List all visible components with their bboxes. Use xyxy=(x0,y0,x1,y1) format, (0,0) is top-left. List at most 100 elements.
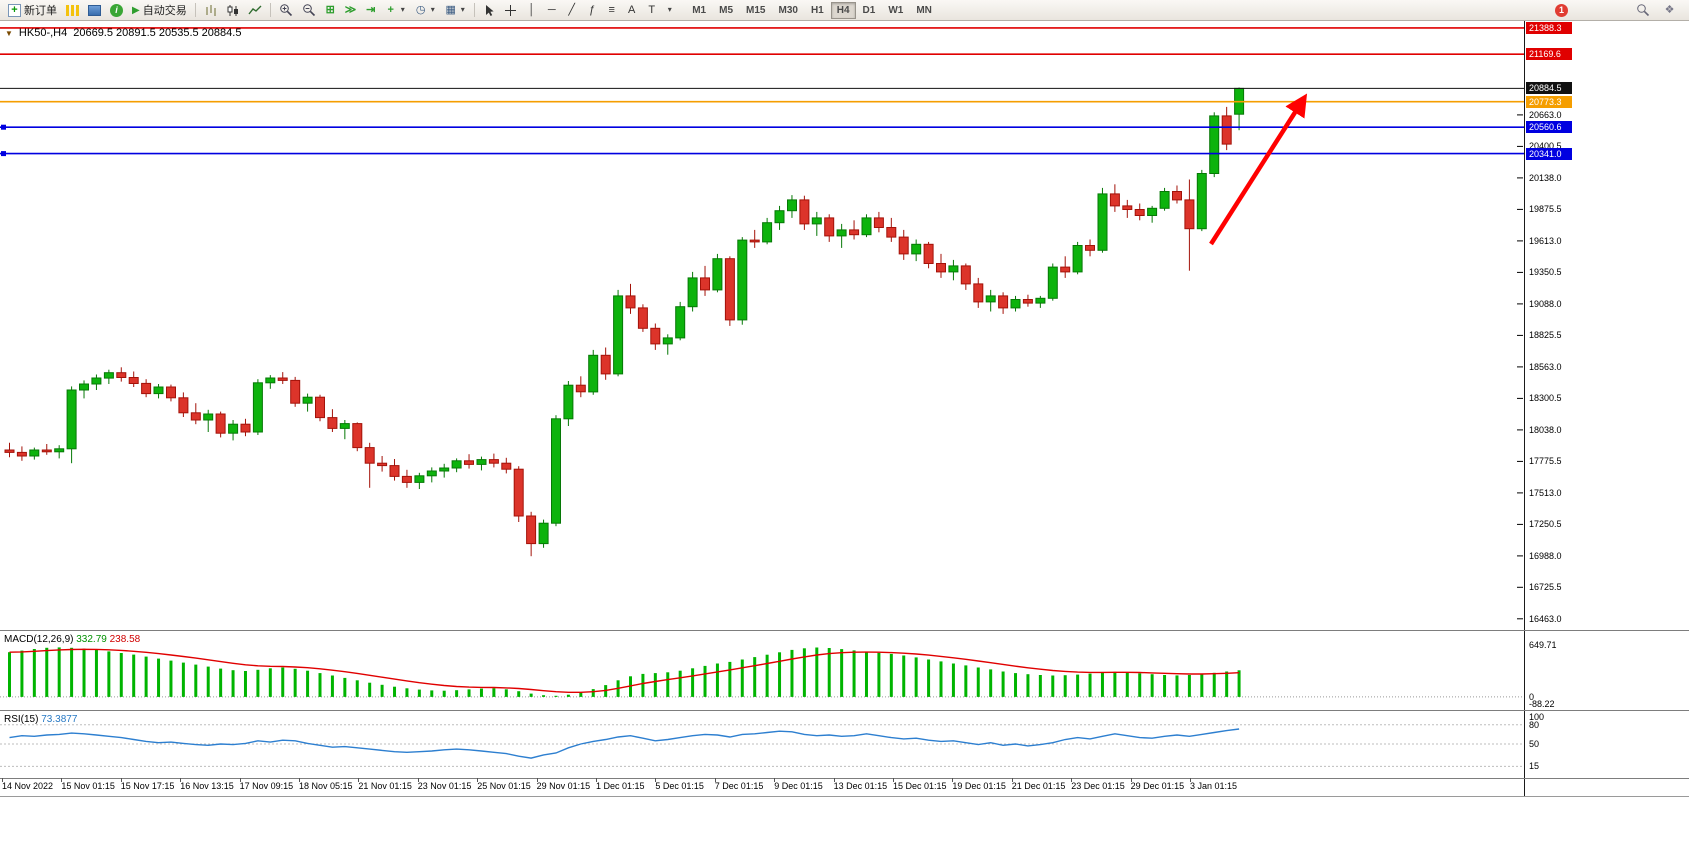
line-chart-button[interactable] xyxy=(244,1,266,19)
indicators-button[interactable]: + ▾ xyxy=(381,1,410,19)
candlestick-chart-button[interactable] xyxy=(222,1,243,19)
zoom-in-button[interactable] xyxy=(275,1,297,19)
data-window-button[interactable]: i xyxy=(106,1,127,19)
time-axis-tick xyxy=(2,778,3,782)
candle-body xyxy=(1022,299,1033,304)
macd-signal-line xyxy=(9,648,1240,693)
level-price-label: 20560.6 xyxy=(1526,121,1572,134)
candle-body xyxy=(327,417,338,429)
rsi-scale-label: 15 xyxy=(1529,761,1540,772)
candle-body xyxy=(1122,205,1133,210)
fibonacci-icon: ƒ xyxy=(588,4,595,16)
templates-button[interactable]: ▦ ▾ xyxy=(441,1,470,19)
crosshair-button[interactable] xyxy=(500,1,521,19)
separator-main-macd[interactable] xyxy=(0,630,1689,631)
info-icon: i xyxy=(110,3,123,17)
plugins-button[interactable]: ❖ xyxy=(1660,1,1679,19)
price-tick-label: 19875.5 xyxy=(1529,204,1562,215)
macd-label: MACD(12,26,9) 332.79 238.58 xyxy=(4,634,140,645)
search-button[interactable] xyxy=(1632,1,1654,19)
timeframe-m15-button[interactable]: M15 xyxy=(746,4,766,16)
main-plot-svg[interactable] xyxy=(0,24,1524,630)
text-tool[interactable]: A xyxy=(622,1,641,19)
candle-body xyxy=(215,413,226,434)
text-icon: A xyxy=(628,4,636,16)
chevron-down-icon: ▾ xyxy=(430,5,435,14)
candle-body xyxy=(737,239,748,321)
candle-body xyxy=(762,222,773,243)
timeframe-m1-button[interactable]: M1 xyxy=(692,4,707,16)
fibonacci-tool[interactable]: ƒ xyxy=(582,1,601,19)
candle-body xyxy=(836,229,847,237)
separator-macd-rsi[interactable] xyxy=(0,710,1689,711)
candle-body xyxy=(687,277,698,308)
cursor-button[interactable] xyxy=(479,1,499,19)
time-axis-label: 17 Nov 09:15 xyxy=(239,781,294,791)
label-tool[interactable]: T xyxy=(642,1,661,19)
line-chart-icon xyxy=(248,5,262,14)
macd-plot-svg[interactable] xyxy=(0,632,1524,710)
candle-body xyxy=(178,397,189,414)
horizontal-line-tool[interactable]: ─ xyxy=(542,1,561,19)
candle-body xyxy=(600,354,611,375)
time-axis-label: 1 Dec 01:15 xyxy=(596,781,645,791)
candle-body xyxy=(426,470,437,477)
time-axis-label: 23 Nov 01:15 xyxy=(417,781,472,791)
line-handle[interactable] xyxy=(1,124,6,130)
candle-body xyxy=(849,229,860,236)
macd-scale-label: 0 xyxy=(1529,691,1535,702)
price-tick-label: 18563.0 xyxy=(1529,361,1562,372)
symbol-marker-icon[interactable]: ▼ xyxy=(5,28,13,38)
trendline-tool[interactable]: ╱ xyxy=(562,1,581,19)
periods-button[interactable]: ◷ ▾ xyxy=(411,1,440,19)
separator-rsi-timeaxis xyxy=(0,778,1689,779)
toolbar-separator xyxy=(194,3,196,17)
time-axis-label: 16 Nov 13:15 xyxy=(180,781,234,791)
timeframe-m30-button[interactable]: M30 xyxy=(778,4,798,16)
auto-scroll-icon: ≫ xyxy=(344,4,357,16)
notification-badge[interactable]: 1 xyxy=(1555,3,1568,17)
rsi-plot-svg[interactable] xyxy=(0,712,1524,778)
timeframe-w1-button[interactable]: W1 xyxy=(888,4,904,16)
vertical-line-tool[interactable]: │ xyxy=(522,1,541,19)
puzzle-icon: ❖ xyxy=(1664,4,1675,16)
arrows-tool[interactable]: ▾ xyxy=(662,1,677,19)
timeframe-h4-button[interactable]: H4 xyxy=(830,1,856,19)
time-axis-label: 15 Dec 01:15 xyxy=(893,781,947,791)
candle-body xyxy=(1196,173,1207,230)
trend-arrow-annotation[interactable] xyxy=(1209,93,1308,246)
chart-shift-button[interactable]: ⇥ xyxy=(361,1,380,19)
candle-body xyxy=(551,418,561,524)
time-axis-label: 13 Dec 01:15 xyxy=(833,781,888,791)
zoom-in-icon xyxy=(279,4,292,17)
timeframe-mn-button[interactable]: MN xyxy=(916,4,932,16)
candle-body xyxy=(1184,199,1195,230)
auto-scroll-button[interactable]: ≫ xyxy=(341,1,361,19)
time-axis-label: 19 Dec 01:15 xyxy=(952,781,1006,791)
zoom-out-button[interactable] xyxy=(298,1,320,19)
candle-body xyxy=(936,263,946,273)
autotrade-button[interactable]: ▶ 自动交易 xyxy=(128,1,191,19)
timeframe-d1-button[interactable]: D1 xyxy=(862,4,876,16)
candle-body xyxy=(103,372,114,379)
timeframe-h1-button[interactable]: H1 xyxy=(810,4,824,16)
level-price-label: 20773.3 xyxy=(1526,95,1572,108)
new-order-button[interactable]: + 新订单 xyxy=(4,1,61,19)
level-price-label: 20341.0 xyxy=(1526,147,1572,160)
time-axis-tick xyxy=(596,778,597,782)
profiles-button[interactable] xyxy=(84,1,105,19)
chart-shift-icon: ⇥ xyxy=(366,4,376,16)
toolbar-separator xyxy=(269,3,271,17)
macd-scale-label: 649.71 xyxy=(1529,640,1557,650)
channel-tool[interactable]: ≡ xyxy=(602,1,621,19)
bar-chart-button[interactable] xyxy=(200,1,221,19)
candle-body xyxy=(79,383,89,391)
tile-windows-button[interactable]: ⊞ xyxy=(321,1,340,19)
candle-body xyxy=(1221,115,1232,145)
line-handle[interactable] xyxy=(1,151,6,157)
candle-body xyxy=(625,295,636,309)
charts-button[interactable] xyxy=(62,1,83,19)
timeframe-m5-button[interactable]: M5 xyxy=(719,4,734,16)
chart-symbol-period: HK50-,H4 xyxy=(18,27,68,39)
candle-body xyxy=(290,379,301,404)
